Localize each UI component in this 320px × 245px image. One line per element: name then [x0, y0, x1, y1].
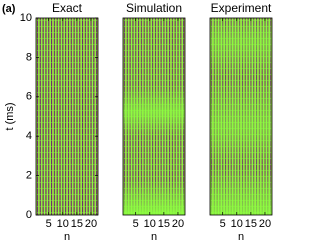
y-tick-label: 0 [26, 209, 32, 221]
y-tick-label: 2 [26, 170, 32, 182]
x-tick-label: 10 [57, 218, 69, 230]
x-tick-label: 15 [158, 218, 170, 230]
panel-label: (a) [2, 3, 16, 15]
x-tick-label: 10 [231, 218, 243, 230]
x-axis-label: n [151, 231, 157, 243]
x-tick-label: 5 [46, 218, 52, 230]
x-tick-label: 5 [133, 218, 139, 230]
x-tick-label: 20 [259, 218, 271, 230]
heatmap-overlay [210, 18, 272, 215]
axes-frame [35, 17, 99, 216]
x-axis-label: n [238, 231, 244, 243]
y-tick-label: 6 [26, 91, 32, 103]
y-tick-label: 4 [26, 130, 32, 142]
panel-title: Experiment [211, 1, 272, 15]
x-tick-label: 20 [85, 218, 97, 230]
x-tick-label: 10 [144, 218, 156, 230]
y-tick-label: 10 [20, 12, 32, 24]
x-tick-label: 5 [220, 218, 226, 230]
x-tick-label: 15 [71, 218, 83, 230]
axes-frame [209, 17, 273, 216]
heatmap-overlay [123, 18, 185, 215]
panel-title: Simulation [126, 1, 182, 15]
x-tick-label: 15 [245, 218, 257, 230]
y-axis-label: t (ms) [4, 102, 16, 130]
x-axis-label: n [64, 231, 70, 243]
panel-title: Exact [52, 1, 83, 15]
axes-frame [122, 17, 186, 216]
heatmap-image [36, 18, 98, 215]
x-tick-label: 20 [172, 218, 184, 230]
y-tick-label: 8 [26, 51, 32, 63]
